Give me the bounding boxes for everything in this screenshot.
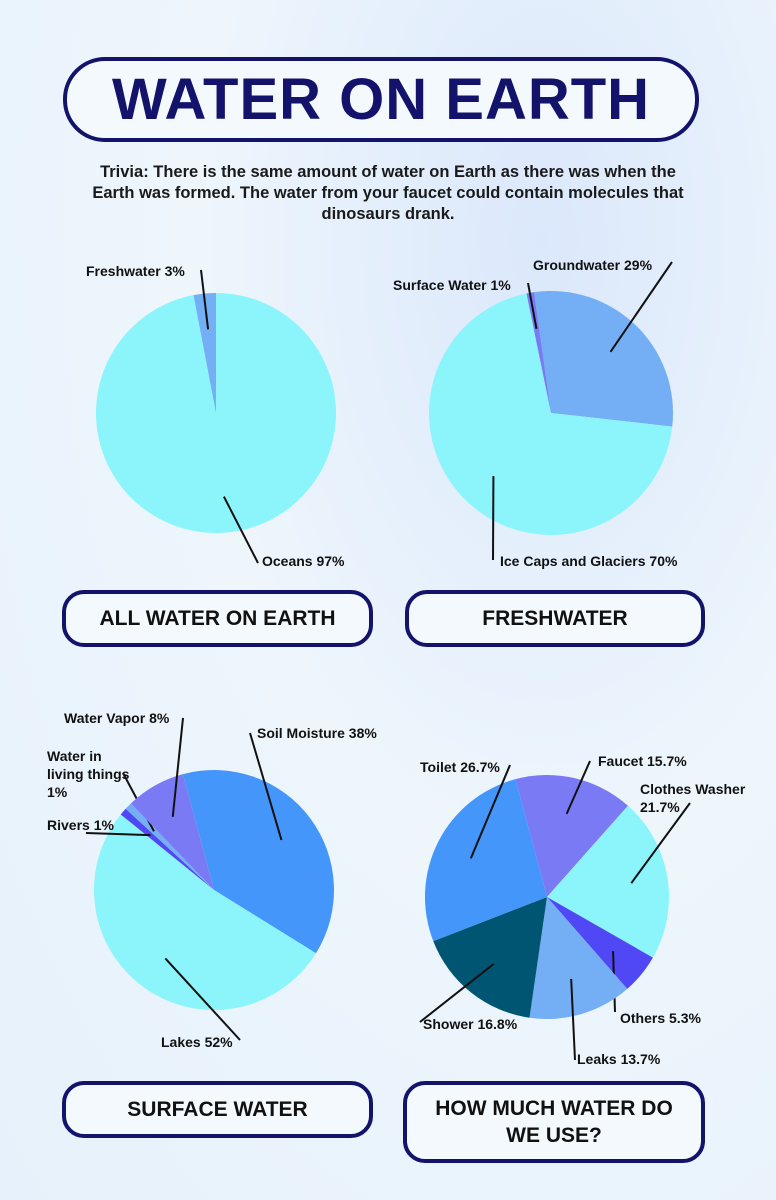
slice-label: Freshwater 3% bbox=[86, 262, 185, 280]
slice-label: Oceans 97% bbox=[262, 552, 345, 570]
category-name: Ice Caps and Glaciers bbox=[500, 553, 646, 569]
pie-slice bbox=[529, 897, 628, 1019]
slice-label: Soil Moisture 38% bbox=[257, 724, 377, 742]
value-label: 38% bbox=[348, 725, 377, 741]
value-label: 16.8% bbox=[477, 1016, 518, 1032]
category-name: Water Vapor bbox=[64, 710, 146, 726]
category-name: Shower bbox=[423, 1016, 474, 1032]
leader-line bbox=[200, 269, 210, 330]
slice-label: Others 5.3% bbox=[620, 1009, 701, 1027]
slice-label: Clothes Washer 21.7% bbox=[640, 780, 755, 816]
pie-slice bbox=[433, 897, 547, 1018]
value-label: 5.3% bbox=[669, 1010, 701, 1026]
slice-label: Rivers 1% bbox=[47, 816, 114, 834]
slice-label: Ice Caps and Glaciers 70% bbox=[500, 552, 677, 570]
value-label: 21.7% bbox=[640, 799, 680, 815]
value-label: 1% bbox=[93, 817, 114, 833]
category-name: Freshwater bbox=[86, 263, 161, 279]
value-label: 26.7% bbox=[460, 759, 500, 775]
pie-slice bbox=[534, 291, 673, 427]
category-name: Soil Moisture bbox=[257, 725, 345, 741]
leader-line bbox=[223, 496, 259, 564]
chart-title: SURFACE WATER bbox=[62, 1081, 373, 1138]
leader-line bbox=[249, 732, 283, 841]
pie-slice bbox=[424, 779, 547, 942]
slice-label: Surface Water 1% bbox=[393, 276, 511, 294]
pie-slice bbox=[515, 775, 628, 897]
pie-slice bbox=[125, 803, 214, 890]
page-title: WATER ON EARTH bbox=[63, 57, 699, 142]
leader-line bbox=[171, 717, 184, 817]
leader-line bbox=[85, 832, 151, 837]
slice-label: Water in living things 1% bbox=[47, 747, 132, 801]
chart-title: FRESHWATER bbox=[405, 590, 705, 647]
value-label: 29% bbox=[624, 257, 653, 273]
category-name: Groundwater bbox=[533, 257, 621, 273]
category-name: Faucet bbox=[598, 753, 644, 769]
value-label: 70% bbox=[649, 553, 678, 569]
pie-slice bbox=[95, 293, 336, 533]
leader-line bbox=[419, 963, 495, 1023]
category-name: Oceans bbox=[262, 553, 313, 569]
trivia: Trivia: There is the same amount of wate… bbox=[92, 163, 684, 223]
chart-title: HOW MUCH WATER DO WE USE? bbox=[403, 1081, 705, 1163]
category-name: Surface Water bbox=[393, 277, 487, 293]
value-label: 52% bbox=[204, 1034, 233, 1050]
leader-line bbox=[565, 760, 591, 815]
category-name: Leaks bbox=[577, 1051, 617, 1067]
slice-label: Leaks 13.7% bbox=[577, 1050, 660, 1068]
pie-slice bbox=[547, 805, 669, 958]
category-name: Clothes Washer bbox=[640, 781, 746, 797]
value-label: 3% bbox=[164, 263, 185, 279]
category-name: Others bbox=[620, 1010, 666, 1026]
leader-line bbox=[527, 282, 538, 330]
leader-line bbox=[164, 957, 241, 1041]
pie-slice bbox=[193, 293, 216, 413]
pie-slice bbox=[526, 292, 551, 413]
value-label: 1% bbox=[490, 277, 511, 293]
leader-line bbox=[469, 764, 511, 859]
slice-label: Water Vapor 8% bbox=[64, 709, 169, 727]
value-label: 8% bbox=[149, 710, 170, 726]
slice-label: Groundwater 29% bbox=[533, 256, 652, 274]
slice-label: Faucet 15.7% bbox=[598, 752, 687, 770]
pie-slice bbox=[547, 897, 653, 989]
leader-line bbox=[570, 978, 576, 1061]
slice-label: Toilet 26.7% bbox=[420, 758, 500, 776]
slice-label: Lakes 52% bbox=[161, 1033, 233, 1051]
value-label: 1% bbox=[47, 784, 68, 800]
value-label: 13.7% bbox=[620, 1051, 661, 1067]
category-name: Water in living things bbox=[47, 748, 130, 782]
leader-line bbox=[630, 802, 691, 884]
value-label: 15.7% bbox=[647, 753, 687, 769]
leader-line bbox=[609, 261, 673, 353]
chart-title: ALL WATER ON EARTH bbox=[62, 590, 373, 647]
category-name: Toilet bbox=[420, 759, 457, 775]
pie-slice bbox=[93, 814, 316, 1011]
pie-slice bbox=[120, 808, 214, 890]
category-name: Lakes bbox=[161, 1034, 201, 1050]
value-label: 97% bbox=[316, 553, 345, 569]
category-name: Rivers bbox=[47, 817, 90, 833]
pie-slice bbox=[428, 293, 673, 535]
pie-slice bbox=[182, 770, 334, 954]
pie-slice bbox=[130, 774, 214, 890]
slice-label: Shower 16.8% bbox=[423, 1015, 517, 1033]
